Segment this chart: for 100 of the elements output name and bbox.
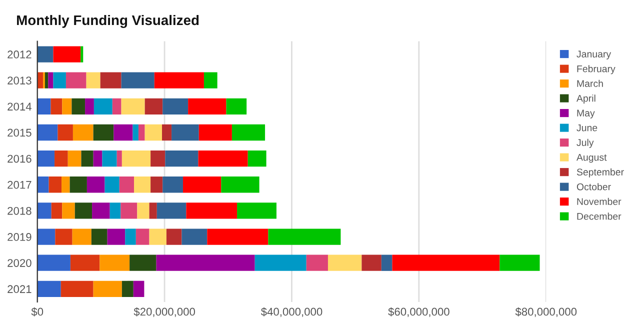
bar [62,202,75,219]
bar [138,124,145,141]
x-tick-label: $80,000,000 [515,307,577,317]
bar [114,124,133,141]
bar [133,280,144,297]
bar [48,72,54,88]
bar [362,254,382,271]
bar [51,202,62,219]
bar [62,98,72,115]
bar [72,98,86,115]
bar [182,176,222,193]
bar [91,228,108,245]
legend-label: January [576,50,612,60]
bar [37,280,61,297]
bar [62,176,70,193]
y-tick-label: 2012 [8,50,32,58]
bar [392,254,500,271]
bar [306,254,328,271]
bar [254,254,306,271]
bar [119,176,134,193]
bar [122,280,134,297]
bar [53,46,81,62]
bar [232,124,266,141]
bar [130,254,156,271]
bar [60,280,94,297]
bar [100,254,130,271]
bar [172,124,199,141]
bar [85,98,94,115]
bar [156,254,255,271]
bar [500,254,540,271]
bar [54,150,68,167]
bar [94,98,112,115]
bar [70,176,87,193]
bar [102,150,117,167]
bar [328,254,362,271]
bar [37,46,54,62]
bar [144,98,163,115]
bar [121,72,154,88]
bar [86,176,105,193]
y-tick-label: 2015 [8,128,32,137]
bar [226,98,247,115]
bar [162,176,183,193]
bar [166,228,182,245]
bar [156,202,186,219]
x-tick-label: $20,000,000 [134,307,196,317]
bar [66,72,86,88]
bar [268,228,341,245]
bar [50,98,62,115]
legend-label: September [576,168,624,178]
bar [72,124,94,141]
bar [248,150,266,167]
y-tick-label: 2019 [8,233,32,241]
bar [48,176,62,193]
bar [44,72,48,88]
bar [81,150,94,167]
legend-label: October [576,183,611,190]
bar [37,202,52,219]
bar [37,124,58,141]
y-tick-label: 2018 [8,206,32,215]
bar [144,124,162,141]
bar [80,46,84,62]
bar [150,176,163,193]
y-tick-label: 2013 [8,76,32,84]
legend-label: December [577,212,622,220]
bar [149,202,157,219]
bar [37,176,49,193]
bar [162,98,188,115]
bar [182,228,208,245]
bar [165,150,198,167]
legend-label: November [577,198,622,206]
legend-label: July [576,138,594,148]
bar [116,150,122,167]
bar [100,72,122,88]
bar [107,228,126,245]
bar [204,72,218,88]
bar [37,254,70,271]
y-tick-label: 2017 [8,180,32,189]
bar [121,98,145,115]
bar [93,124,114,141]
bar [198,150,248,167]
bar [37,98,51,115]
bar [149,228,166,245]
bar [150,150,166,167]
bar [221,176,260,193]
bar [93,150,102,167]
bar [112,98,122,115]
bar [186,202,238,219]
bar [55,228,72,245]
bar [70,254,100,271]
bar [132,124,138,141]
bar [134,176,151,193]
bar [120,202,138,219]
bar [93,280,122,297]
legend-label: March [577,80,603,87]
legend-label: August [576,154,607,163]
bar [125,228,136,245]
y-tick-label: 2020 [8,259,32,267]
bar [68,150,82,167]
bar [136,228,150,245]
legend-label: May [577,110,595,118]
